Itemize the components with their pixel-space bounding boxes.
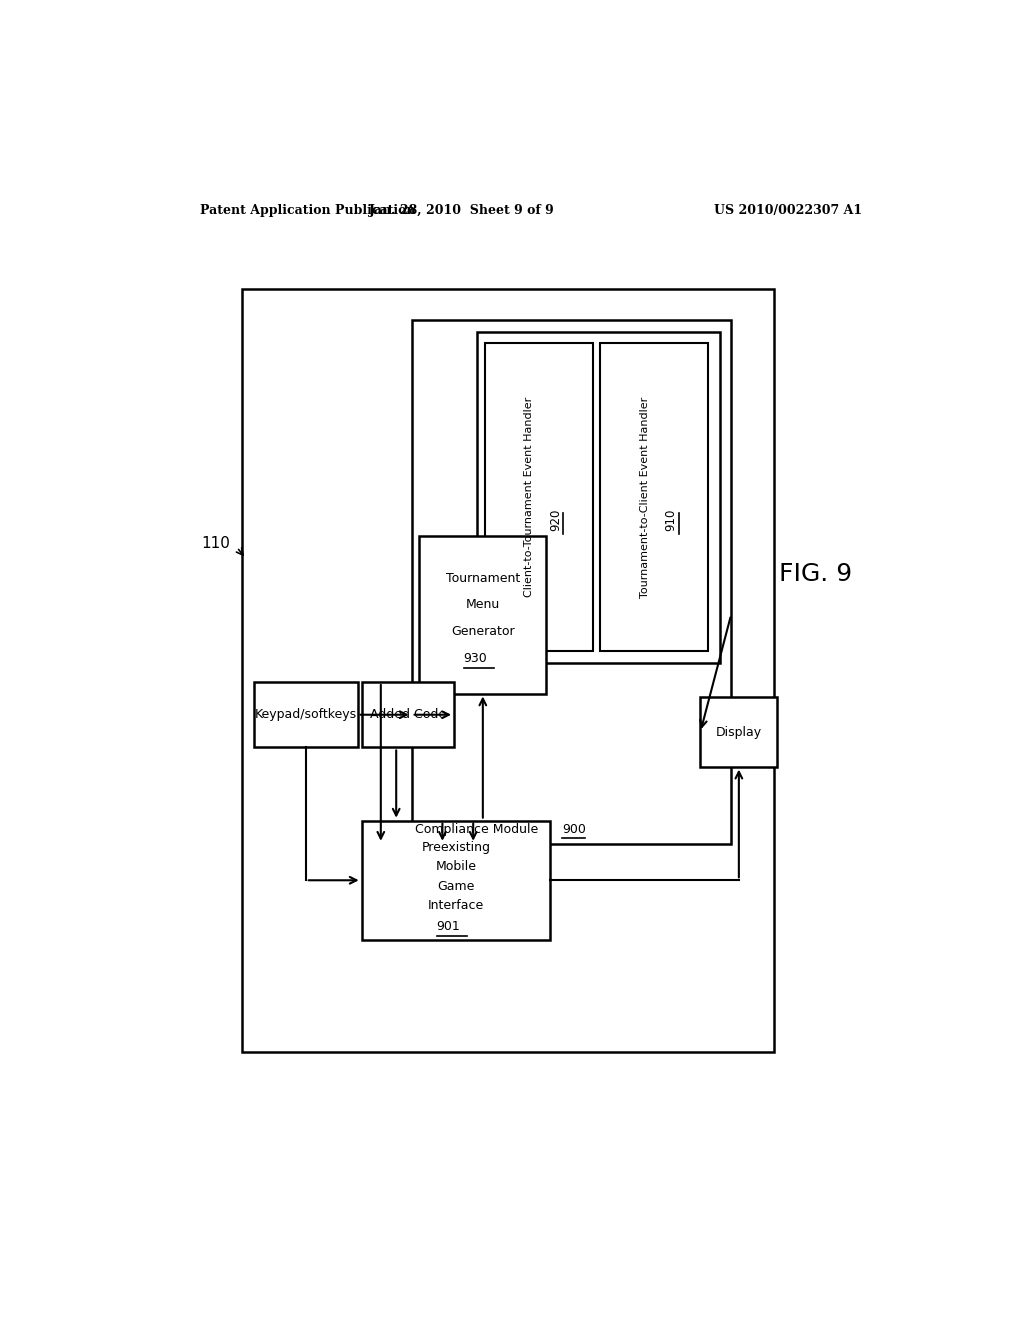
Bar bbox=[600, 343, 708, 651]
Bar bbox=[412, 321, 731, 843]
Bar bbox=[361, 821, 550, 940]
Bar bbox=[361, 682, 454, 747]
Text: 920: 920 bbox=[549, 510, 562, 532]
Text: 910: 910 bbox=[665, 510, 678, 532]
Text: Keypad/softkeys: Keypad/softkeys bbox=[255, 709, 356, 721]
Bar bbox=[254, 682, 357, 747]
Bar bbox=[419, 536, 547, 693]
Text: Mobile: Mobile bbox=[435, 861, 476, 874]
Text: Tournament-to-Client Event Handler: Tournament-to-Client Event Handler bbox=[640, 396, 650, 598]
Text: 900: 900 bbox=[562, 824, 586, 837]
Bar bbox=[243, 289, 773, 1052]
Text: US 2010/0022307 A1: US 2010/0022307 A1 bbox=[714, 205, 862, 218]
Text: Interface: Interface bbox=[428, 899, 484, 912]
Text: Compliance Module: Compliance Module bbox=[416, 824, 547, 837]
Text: FIG. 9: FIG. 9 bbox=[779, 562, 852, 586]
Text: Preexisting: Preexisting bbox=[422, 841, 490, 854]
Text: 901: 901 bbox=[436, 920, 460, 933]
Text: Client-to-Tournament Event Handler: Client-to-Tournament Event Handler bbox=[524, 397, 535, 598]
Text: Jan. 28, 2010  Sheet 9 of 9: Jan. 28, 2010 Sheet 9 of 9 bbox=[369, 205, 555, 218]
Text: Added Code: Added Code bbox=[370, 709, 445, 721]
Text: Generator: Generator bbox=[451, 626, 515, 639]
Text: Display: Display bbox=[716, 726, 762, 739]
Bar bbox=[484, 343, 593, 651]
Text: Game: Game bbox=[437, 879, 474, 892]
Bar bbox=[700, 697, 777, 767]
Text: Tournament: Tournament bbox=[445, 572, 520, 585]
Text: Menu: Menu bbox=[466, 598, 500, 611]
Bar bbox=[477, 331, 720, 663]
Text: Patent Application Publication: Patent Application Publication bbox=[200, 205, 416, 218]
Text: 110: 110 bbox=[202, 536, 230, 550]
Text: 930: 930 bbox=[463, 652, 487, 665]
